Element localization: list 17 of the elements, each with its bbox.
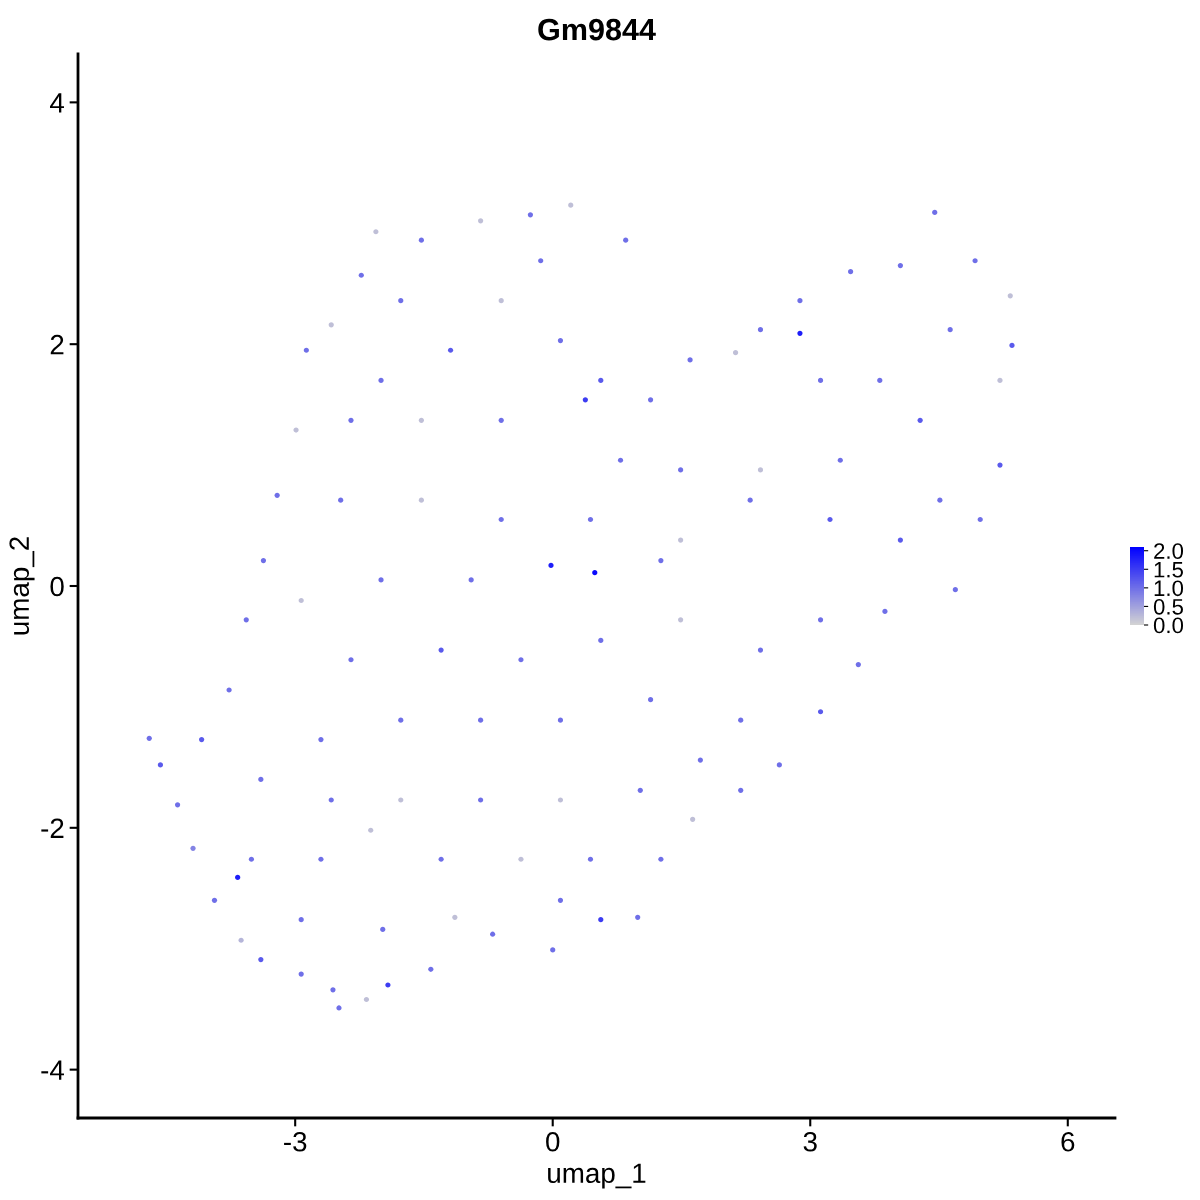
- y-tick-label: -2: [41, 818, 64, 838]
- y-tick-label: -4: [41, 1060, 64, 1080]
- y-tick-label: 2: [50, 334, 64, 355]
- x-tick-label: 6: [1061, 1131, 1075, 1152]
- color-bar-label: 0.5: [1153, 598, 1183, 615]
- x-tick-label: 0: [546, 1131, 560, 1152]
- color-bar-label: 1.0: [1154, 580, 1184, 597]
- color-bar-label: 1.5: [1154, 562, 1183, 578]
- y-tick-label: 4: [50, 93, 64, 113]
- y-axis-title: umap_2: [9, 537, 35, 635]
- color-bar-label: 2.0: [1154, 543, 1184, 559]
- y-tick-label: 0: [50, 576, 64, 597]
- color-bar-label: 0.0: [1153, 617, 1184, 634]
- x-tick-label: 3: [803, 1131, 817, 1152]
- x-axis-title: umap_1: [548, 1163, 646, 1189]
- chart-title: Gm9844: [538, 18, 656, 41]
- x-tick-label: -3: [284, 1131, 307, 1152]
